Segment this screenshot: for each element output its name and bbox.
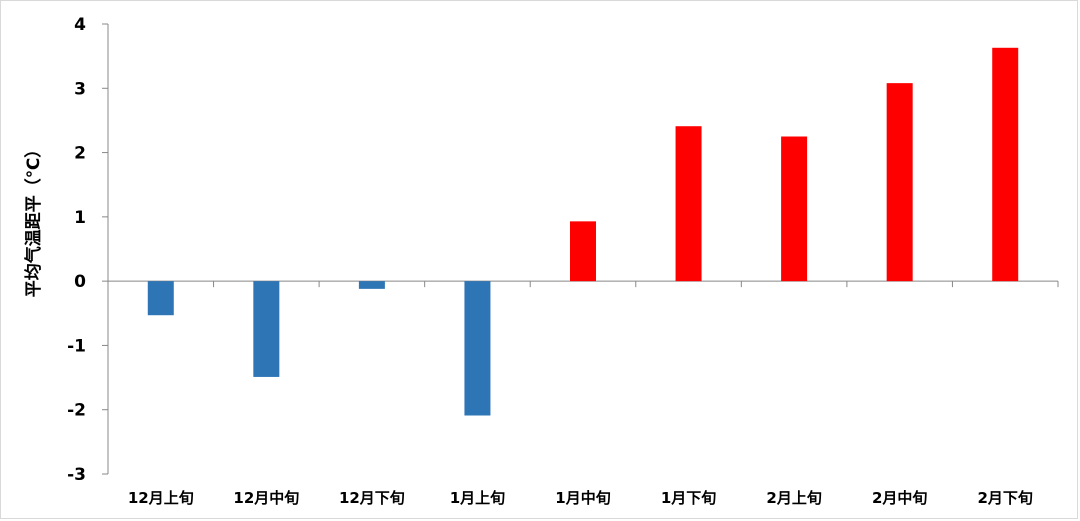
x-category-label: 1月下旬: [661, 489, 716, 507]
y-tick-label: 3: [74, 79, 86, 99]
y-axis-label: 平均气温距平（℃）: [23, 141, 44, 298]
y-tick-label: -3: [67, 465, 86, 485]
bar: [781, 136, 808, 282]
bar: [886, 83, 913, 282]
x-category-label: 12月下旬: [339, 489, 405, 507]
y-tick-label: 4: [74, 15, 86, 35]
y-tick-label: 0: [74, 272, 86, 292]
bar: [464, 281, 491, 416]
x-category-label: 2月中旬: [872, 489, 927, 507]
x-category-label: 2月下旬: [978, 489, 1033, 507]
bars: [147, 47, 1019, 416]
bar: [570, 221, 596, 282]
x-category-label: 12月上旬: [128, 489, 194, 507]
y-tick-label: -1: [67, 336, 86, 356]
bar: [675, 126, 702, 282]
x-category-label: 2月上旬: [766, 489, 821, 507]
y-tick-label: -2: [67, 401, 86, 421]
x-category-label: 12月中旬: [233, 489, 299, 507]
y-tick-label: 1: [74, 208, 86, 228]
labels: -3 -2 -1 0 1 2 3 4 12月上旬 12月中旬 12月下旬 1月上旬 1月中旬 1月下旬 2月…: [67, 15, 1033, 507]
x-category-label: 1月上旬: [450, 489, 505, 507]
bar: [147, 281, 174, 316]
bar: [253, 281, 280, 377]
bar: [358, 281, 385, 289]
x-category-label: 1月中旬: [555, 489, 610, 507]
y-tick-label: 2: [74, 144, 86, 164]
bar: [992, 47, 1019, 282]
